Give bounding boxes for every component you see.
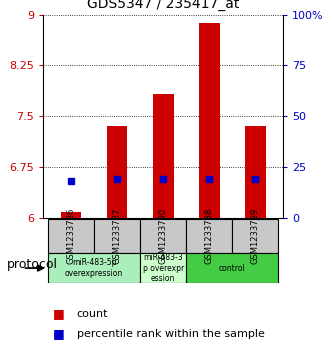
Text: GSM1233788: GSM1233788: [205, 208, 214, 264]
Bar: [199, 23, 220, 218]
Text: GSM1233789: GSM1233789: [251, 208, 260, 264]
Bar: [232, 219, 278, 253]
Text: ■: ■: [53, 327, 65, 340]
Text: percentile rank within the sample: percentile rank within the sample: [77, 329, 264, 339]
Text: count: count: [77, 309, 108, 319]
Title: GDS5347 / 235417_at: GDS5347 / 235417_at: [87, 0, 239, 11]
Bar: [140, 219, 186, 253]
Bar: [186, 219, 232, 253]
Text: miR-483-3
p overexpr
ession: miR-483-3 p overexpr ession: [143, 253, 184, 283]
Bar: [140, 253, 186, 283]
Bar: [107, 126, 128, 218]
Bar: [61, 212, 81, 218]
Bar: [48, 219, 94, 253]
Bar: [245, 126, 266, 218]
Bar: [153, 94, 173, 218]
Bar: [186, 253, 278, 283]
Bar: [48, 253, 140, 283]
Text: protocol: protocol: [7, 258, 58, 272]
Bar: [94, 219, 140, 253]
Text: ■: ■: [53, 307, 65, 321]
Text: GSM1233787: GSM1233787: [113, 208, 122, 264]
Text: GSM1233786: GSM1233786: [67, 208, 76, 264]
Text: control: control: [219, 264, 246, 273]
Text: GSM1233790: GSM1233790: [159, 208, 168, 264]
Text: miR-483-5p
overexpression: miR-483-5p overexpression: [65, 258, 123, 278]
